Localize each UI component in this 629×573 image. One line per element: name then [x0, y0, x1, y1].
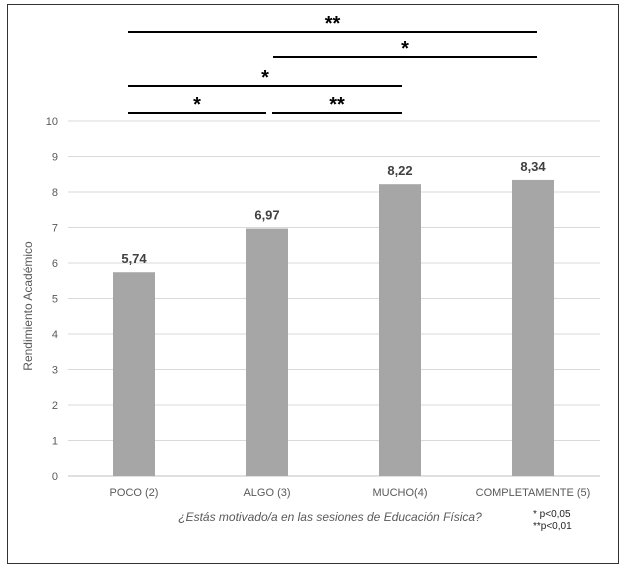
bar: [246, 228, 288, 476]
y-tick-label: 5: [52, 294, 58, 306]
significance-marker: *: [193, 94, 201, 116]
data-label: 8,34: [520, 159, 546, 174]
legend-note: * p<0,05: [533, 509, 571, 520]
significance-marker: *: [401, 38, 409, 60]
bar: [512, 179, 554, 476]
bar: [379, 184, 421, 476]
x-axis-label: ¿Estás motivado/a en las sesiones de Edu…: [178, 510, 482, 524]
significance-marker: *: [261, 67, 269, 89]
y-tick-label: 7: [52, 223, 58, 235]
data-label: 6,97: [254, 208, 279, 223]
y-tick-label: 4: [52, 329, 58, 341]
x-tick-label: COMPLETAMENTE (5): [476, 487, 591, 499]
significance-legend: * p<0,05 **p<0,01: [533, 509, 572, 533]
significance-marker: **: [325, 13, 341, 35]
y-tick-label: 0: [52, 471, 58, 483]
y-tick-label: 8: [52, 187, 58, 199]
significance-marker: **: [329, 94, 345, 116]
data-label: 8,22: [387, 163, 412, 178]
y-tick-label: 10: [46, 116, 58, 128]
data-label: 5,74: [121, 251, 147, 266]
y-tick-label: 3: [52, 365, 58, 377]
x-tick-label: ALGO (3): [243, 487, 290, 499]
y-tick-label: 2: [52, 400, 58, 412]
y-tick-label: 9: [52, 152, 58, 164]
legend-note: **p<0,01: [533, 521, 572, 532]
y-tick-label: 1: [52, 436, 58, 448]
bar: [113, 272, 155, 476]
y-tick-label: 6: [52, 258, 58, 270]
y-axis-label: Rendimiento Académico: [21, 241, 35, 371]
x-tick-label: POCO (2): [110, 487, 159, 499]
x-tick-label: MUCHO(4): [373, 487, 428, 499]
